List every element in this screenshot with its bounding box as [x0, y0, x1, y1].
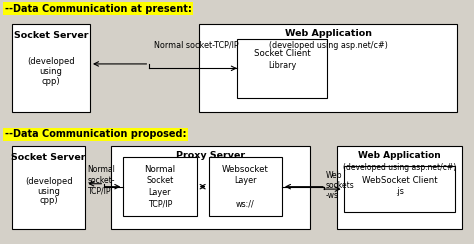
FancyBboxPatch shape [237, 39, 327, 98]
Text: WebSocket Client: WebSocket Client [362, 176, 437, 185]
Text: using: using [37, 187, 60, 196]
Text: .js: .js [395, 187, 404, 196]
Text: using: using [39, 67, 63, 76]
Text: --Data Communication at present:: --Data Communication at present: [5, 4, 191, 14]
Text: TCP/IP: TCP/IP [148, 200, 172, 209]
FancyBboxPatch shape [12, 146, 85, 229]
Text: (developed using asp.net/c#): (developed using asp.net/c#) [269, 41, 388, 50]
Text: --Data Communication proposed:: --Data Communication proposed: [5, 129, 186, 139]
FancyBboxPatch shape [111, 146, 310, 229]
Text: (developed: (developed [27, 57, 75, 66]
Text: (developed using asp.net/c#): (developed using asp.net/c#) [343, 163, 456, 172]
FancyBboxPatch shape [12, 24, 90, 112]
Text: cpp): cpp) [39, 196, 58, 205]
Text: Layer: Layer [149, 188, 171, 197]
Text: ws://: ws:// [236, 200, 255, 209]
Text: Normal
socket-
TCP/IP: Normal socket- TCP/IP [88, 165, 116, 195]
Text: Proxy Server: Proxy Server [176, 151, 246, 160]
Text: Websocket: Websocket [222, 165, 269, 174]
Text: Library: Library [268, 61, 296, 70]
FancyBboxPatch shape [209, 157, 282, 216]
FancyBboxPatch shape [199, 24, 457, 112]
Text: Web Application: Web Application [358, 151, 441, 160]
FancyBboxPatch shape [123, 157, 197, 216]
Text: Socket: Socket [146, 176, 173, 185]
Text: cpp): cpp) [42, 77, 60, 86]
Text: Layer: Layer [234, 176, 256, 185]
Text: Normal: Normal [145, 165, 175, 174]
Text: Socket Client: Socket Client [254, 49, 310, 58]
Text: Normal socket-TCP/IP: Normal socket-TCP/IP [154, 40, 239, 49]
Text: Web Application: Web Application [285, 29, 372, 38]
FancyBboxPatch shape [344, 166, 455, 212]
FancyBboxPatch shape [337, 146, 462, 229]
Text: Web
sockets
-ws: Web sockets -ws [326, 171, 355, 200]
Text: (developed: (developed [25, 177, 73, 186]
Text: Socket Server: Socket Server [11, 152, 86, 162]
Text: Socket Server: Socket Server [14, 30, 88, 40]
